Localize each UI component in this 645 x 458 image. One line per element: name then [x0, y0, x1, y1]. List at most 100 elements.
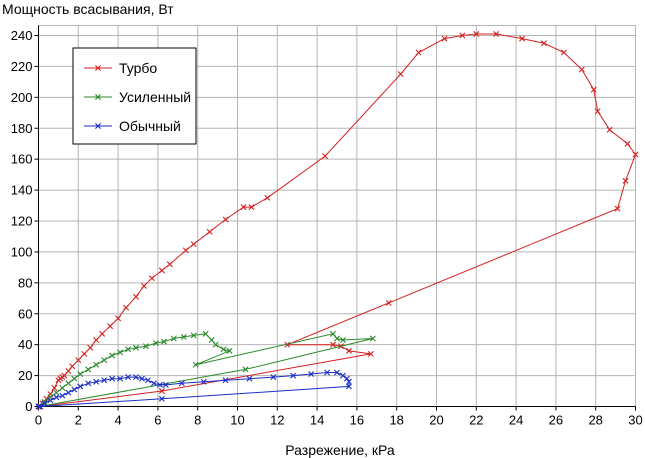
x-tick-label: 10 [230, 413, 244, 428]
data-point [493, 30, 500, 37]
data-point [308, 371, 315, 378]
x-tick-label: 16 [350, 413, 364, 428]
data-point [222, 216, 229, 223]
data-point [53, 389, 60, 396]
data-point [334, 335, 340, 342]
x-tick-label: 20 [429, 413, 443, 428]
x-tick-label: 2 [75, 413, 82, 428]
data-point [206, 228, 213, 235]
y-tick-label: 160 [11, 152, 33, 167]
data-point [334, 369, 340, 376]
data-point [264, 194, 271, 201]
data-point [192, 361, 199, 368]
data-point [101, 357, 108, 364]
y-tick-label: 240 [11, 28, 33, 43]
data-point [51, 384, 58, 391]
data-point [87, 344, 94, 351]
legend-box [72, 47, 197, 145]
data-point [246, 375, 253, 382]
y-tick-label: 100 [11, 244, 33, 259]
data-point [200, 378, 207, 385]
data-point [65, 380, 72, 387]
data-point [53, 394, 60, 401]
data-point [99, 330, 106, 337]
data-point [339, 372, 346, 379]
data-point [81, 350, 88, 357]
data-point [248, 204, 255, 211]
legend: Турбо Усиленный Обычный [72, 47, 197, 145]
x-tick-label: 26 [549, 413, 563, 428]
data-point [71, 386, 78, 393]
data-point [441, 35, 448, 42]
series-layer [35, 30, 639, 410]
series-normal [35, 369, 352, 410]
data-point [459, 32, 466, 39]
x-tick-label: 30 [628, 413, 642, 428]
data-point [142, 343, 149, 350]
data-point [47, 397, 54, 404]
y-tick-label: 40 [18, 337, 32, 352]
y-tick-label: 140 [11, 183, 33, 198]
data-point [158, 267, 165, 274]
data-point [69, 363, 76, 370]
data-point [182, 247, 189, 254]
data-point [345, 378, 352, 385]
data-point [180, 333, 187, 340]
data-point [144, 377, 151, 384]
data-point [345, 347, 352, 354]
data-point [71, 375, 78, 382]
data-point [140, 282, 147, 289]
legend-swatch-marker [95, 123, 101, 129]
x-tick-label: 24 [509, 413, 523, 428]
data-point [150, 380, 157, 387]
data-point [158, 388, 165, 395]
y-tick-label: 200 [11, 90, 33, 105]
data-point [606, 126, 613, 133]
data-point [473, 30, 480, 37]
data-point [632, 151, 639, 158]
data-point [519, 35, 526, 42]
data-point [270, 374, 277, 381]
x-axis-title: Разрежение, кРа [285, 442, 395, 458]
data-point [41, 400, 48, 407]
y-tick-label: 60 [18, 306, 32, 321]
data-point [160, 338, 167, 345]
legend-label-turbo: Турбо [119, 60, 157, 76]
data-point [158, 395, 165, 402]
series-turbo [35, 30, 639, 410]
legend-swatch-marker [95, 94, 101, 100]
data-point [170, 335, 177, 342]
data-point [345, 383, 352, 390]
data-point [152, 340, 159, 347]
data-point [594, 108, 601, 115]
data-point [343, 375, 350, 382]
data-point [324, 369, 331, 376]
data-point [85, 366, 92, 373]
y-tick-label: 20 [18, 368, 32, 383]
data-point [242, 366, 249, 373]
data-point [240, 204, 247, 211]
data-point [339, 337, 346, 344]
data-point [222, 377, 229, 384]
data-point [117, 375, 124, 382]
data-point [624, 140, 631, 147]
data-point [369, 335, 376, 342]
data-point [190, 241, 197, 248]
data-point [117, 349, 124, 356]
x-tick-label: 0 [35, 413, 42, 428]
data-point [93, 337, 100, 344]
data-point [77, 383, 84, 390]
data-point [590, 86, 597, 93]
data-point [614, 205, 621, 212]
x-tick-label: 22 [469, 413, 483, 428]
data-point [133, 293, 139, 300]
data-point [330, 341, 337, 348]
data-point [322, 153, 329, 160]
data-point [109, 375, 116, 382]
data-point [41, 398, 48, 405]
data-point [560, 49, 567, 56]
data-point [85, 380, 92, 387]
data-point [156, 381, 163, 388]
data-point [540, 40, 547, 47]
data-point [36, 403, 43, 410]
